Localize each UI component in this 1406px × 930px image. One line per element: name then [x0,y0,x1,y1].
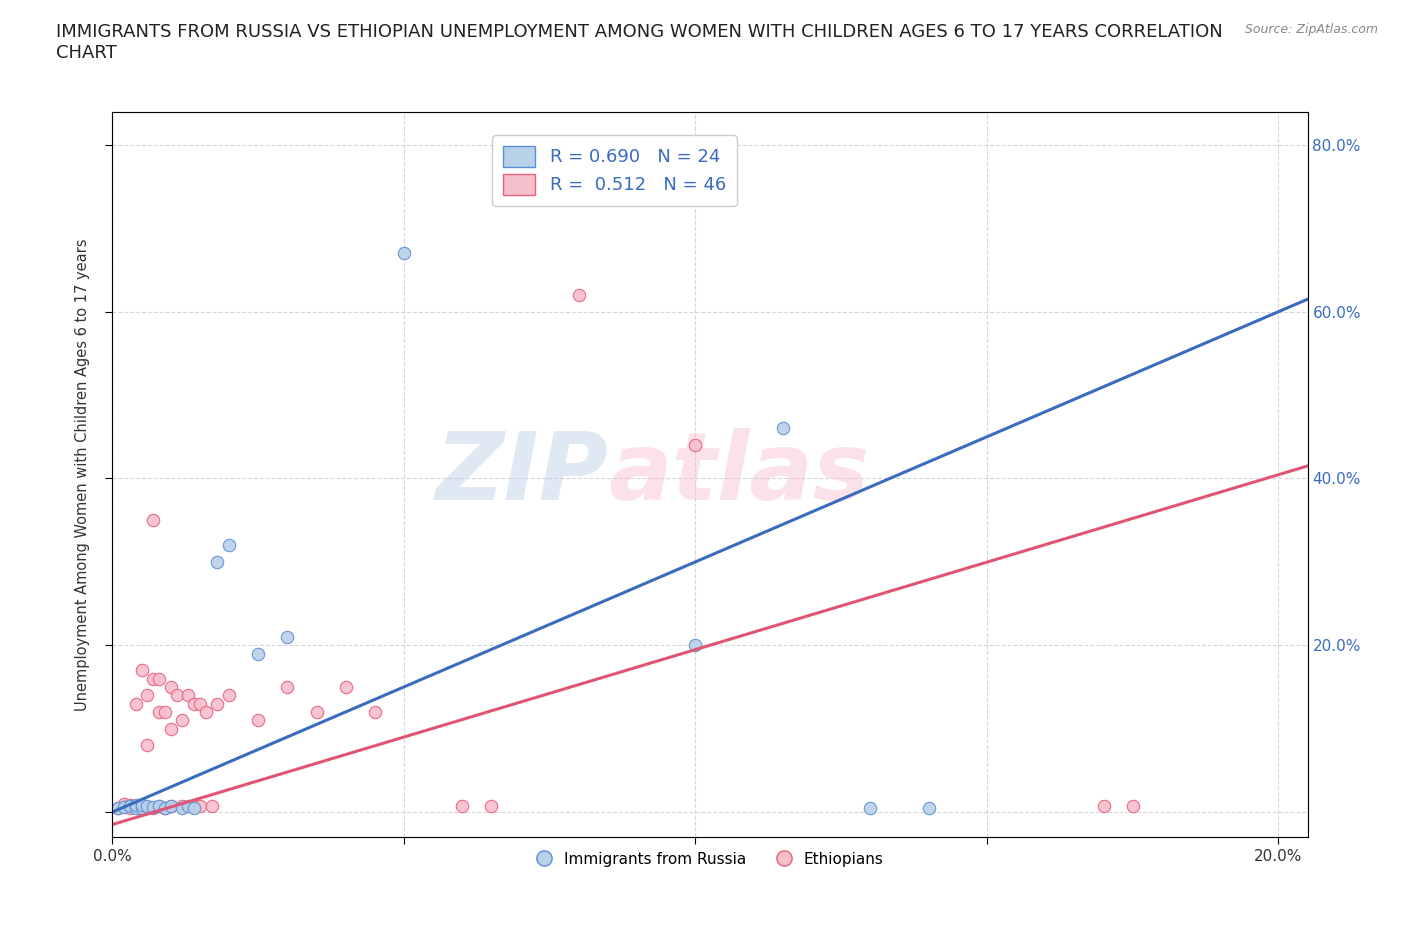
Point [131,798,153,813]
Point [125,801,148,816]
Point [207,554,229,569]
Point [112,799,135,814]
Point [194,705,217,720]
Point [568,287,591,302]
Point [118,801,141,816]
Point [136,737,159,752]
Point [107,801,129,816]
Point [188,799,211,814]
Point [392,246,415,260]
Point [685,638,707,653]
Point [136,799,159,814]
Point [207,697,229,711]
Point [276,680,298,695]
Point [917,801,939,816]
Text: atlas: atlas [609,429,870,520]
Point [276,630,298,644]
Point [131,801,153,816]
Point [159,721,181,736]
Point [159,799,181,814]
Text: Source: ZipAtlas.com: Source: ZipAtlas.com [1244,23,1378,36]
Point [364,705,387,720]
Point [125,800,148,815]
Point [177,799,200,814]
Point [148,705,170,720]
Y-axis label: Unemployment Among Women with Children Ages 6 to 17 years: Unemployment Among Women with Children A… [75,238,90,711]
Point [200,799,222,814]
Point [183,801,205,816]
Point [218,688,240,703]
Point [451,799,474,814]
Point [159,680,181,695]
Text: IMMIGRANTS FROM RUSSIA VS ETHIOPIAN UNEMPLOYMENT AMONG WOMEN WITH CHILDREN AGES : IMMIGRANTS FROM RUSSIA VS ETHIOPIAN UNEM… [56,23,1223,62]
Point [183,799,205,814]
Point [685,438,707,453]
Point [153,705,176,720]
Point [118,799,141,814]
Point [188,697,211,711]
Point [153,801,176,816]
Point [136,688,159,703]
Point [335,680,357,695]
Point [142,671,165,686]
Point [112,800,135,815]
Point [247,646,270,661]
Text: ZIP: ZIP [436,429,609,520]
Point [172,801,194,816]
Point [142,800,165,815]
Point [142,801,165,816]
Point [125,697,148,711]
Point [172,799,194,814]
Legend: Immigrants from Russia, Ethiopians: Immigrants from Russia, Ethiopians [530,845,890,873]
Point [305,705,328,720]
Point [481,799,503,814]
Point [1122,799,1144,814]
Point [177,688,200,703]
Point [1092,799,1115,814]
Point [112,796,135,811]
Point [247,712,270,727]
Point [118,798,141,813]
Point [148,671,170,686]
Point [166,688,188,703]
Point [148,799,170,814]
Point [218,538,240,552]
Point [859,801,882,816]
Point [172,712,194,727]
Point [183,697,205,711]
Point [131,801,153,816]
Point [772,421,794,436]
Point [142,512,165,527]
Point [159,799,181,814]
Point [107,801,129,816]
Point [131,663,153,678]
Point [153,801,176,816]
Point [125,798,148,813]
Point [136,801,159,816]
Point [148,799,170,814]
